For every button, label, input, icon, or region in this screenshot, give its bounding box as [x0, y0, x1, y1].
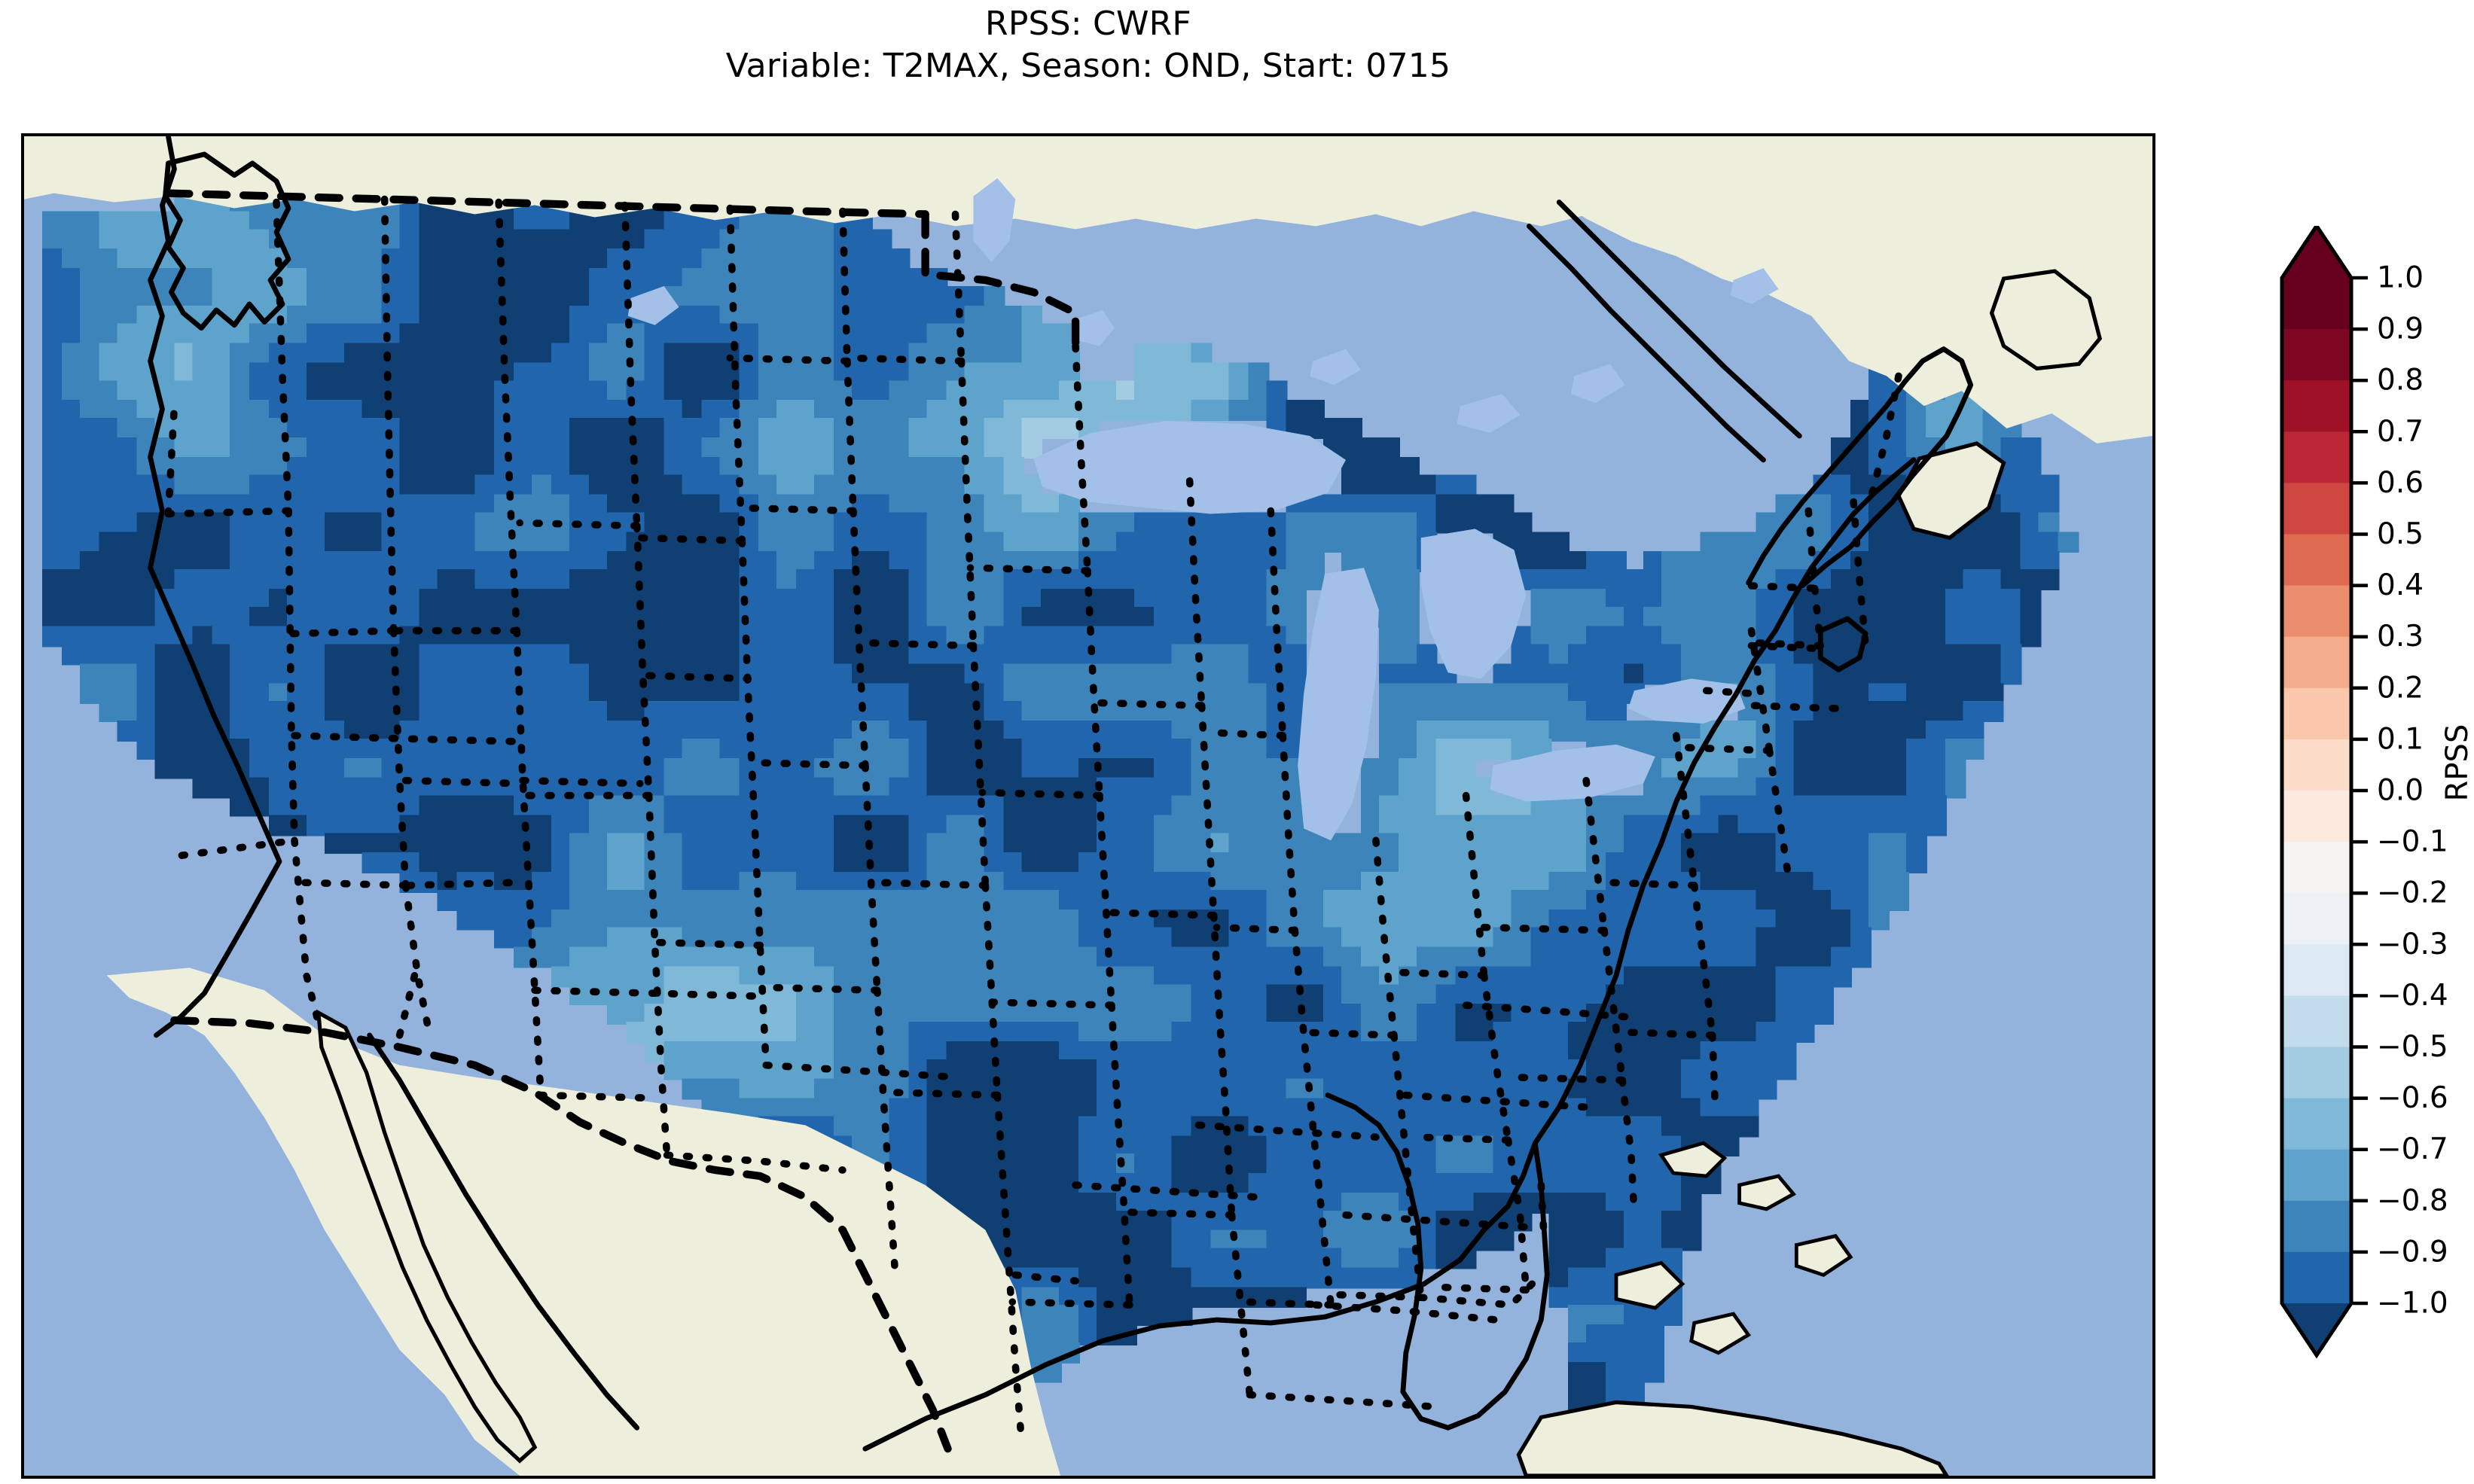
colorbar-tick-label: −0.1 [2377, 825, 2448, 859]
colorbar-extend-bottom [2282, 1303, 2351, 1355]
newfoundland-landmass [1989, 269, 2103, 371]
colorbar-tick-label: −0.5 [2377, 1030, 2448, 1064]
coastlines [148, 136, 1974, 1452]
colorbar-tick-label: 0.8 [2377, 364, 2424, 398]
colorbar-extend-top [2282, 226, 2351, 278]
page-title: RPSS: CWRF Variable: T2MAX, Season: OND,… [21, 3, 2155, 87]
colorbar-tick-label: 0.7 [2377, 415, 2424, 449]
colorbar-band [2282, 483, 2351, 535]
state-borders [164, 195, 1902, 1444]
colorbar-tick-label: 1.0 [2377, 261, 2424, 295]
colorbar-outline [2280, 226, 2354, 1359]
lake-michigan [1298, 568, 1379, 841]
colorbar-tick-label: 0.0 [2377, 774, 2424, 808]
new-england-coastline [1746, 346, 1974, 589]
colorbar-band [2282, 1047, 2351, 1099]
land-polygons [24, 136, 2152, 1476]
lake-superior [1033, 421, 1347, 514]
map-axes[interactable] [21, 133, 2155, 1479]
colorbar-tick-label: 0.2 [2377, 671, 2424, 705]
st-lawrence-north-shore [1556, 200, 1802, 439]
bahamas-islands [1614, 1141, 1853, 1355]
colorbar-band [2282, 329, 2351, 381]
florida-coastline [1325, 1092, 1550, 1431]
atlantic-coastline [1532, 457, 1917, 1146]
lake-erie [1490, 744, 1655, 802]
colorbar-tick-label: 0.6 [2377, 466, 2424, 500]
colorbar-band [2282, 995, 2351, 1048]
colorbar-tick-label: 0.9 [2377, 312, 2424, 346]
colorbar-tick-label: 0.3 [2377, 620, 2424, 654]
colorbar-band [2282, 1098, 2351, 1150]
cuba-landmass [1516, 1400, 1949, 1476]
lake-winnipeg [973, 178, 1016, 263]
us-mexico-border [170, 1016, 952, 1453]
map-geography-layer [24, 136, 2152, 1476]
colorbar-band [2282, 944, 2351, 996]
colorbar-tick-label: −0.4 [2377, 979, 2448, 1013]
colorbar-tick-label: −0.6 [2377, 1081, 2448, 1115]
colorbar-tick-label: 0.1 [2377, 722, 2424, 756]
gulf-california-east [367, 1032, 640, 1431]
colorbar-tick-label: 0.4 [2377, 568, 2424, 602]
st-lawrence-river [1526, 224, 1766, 463]
title-line-primary: RPSS: CWRF [985, 5, 1191, 43]
colorbar-tick-label: −0.2 [2377, 876, 2448, 910]
colorbar-band [2282, 1200, 2351, 1253]
colorbar-band [2282, 636, 2351, 689]
puget-sound-coastline [163, 151, 291, 331]
colorbar-ticks [2351, 276, 2368, 1306]
title-line-secondary: Variable: T2MAX, Season: OND, Start: 071… [725, 47, 1451, 85]
colorbar-svg: 1.0 0.9 0.8 0.7 0.6 0.5 0.4 0.3 0.2 0.1 0.0 −0.1 −0.… [2280, 226, 2448, 1359]
colorbar[interactable]: 1.0 0.9 0.8 0.7 0.6 0.5 0.4 0.3 0.2 0.1 0.0 −0.1 −0.… [2273, 226, 2474, 1370]
lake-of-the-woods [1075, 309, 1115, 346]
colorbar-tick-label: −0.9 [2377, 1235, 2448, 1269]
colorbar-band [2282, 1251, 2351, 1304]
colorbar-tick-label: −0.8 [2377, 1184, 2448, 1217]
canadian-lakes-cluster [627, 268, 1779, 434]
colorbar-axis-label-text: RPSS [2440, 724, 2474, 802]
colorbar-band [2282, 585, 2351, 638]
lake-huron [1420, 529, 1527, 679]
colorbar-band [2282, 1149, 2351, 1202]
baja-california-landmass [316, 1009, 538, 1464]
colorbar-band [2282, 431, 2351, 483]
eastern-canada-landmass [1496, 136, 2152, 443]
us-canada-border-lakes [921, 210, 1080, 350]
colorbar-tick-labels: 1.0 0.9 0.8 0.7 0.6 0.5 0.4 0.3 0.2 0.1 0.0 −0.1 −0.… [2377, 261, 2448, 1321]
pacific-coastline [148, 136, 282, 1038]
gulf-coastline [862, 1140, 1538, 1452]
colorbar-band [2282, 739, 2351, 791]
colorbar-tick-label: 0.5 [2377, 517, 2424, 551]
colorbar-bands [2282, 226, 2351, 1355]
great-lakes [627, 178, 1779, 841]
colorbar-tick-label: −0.7 [2377, 1132, 2448, 1166]
colorbar-band [2282, 893, 2351, 945]
cape-cod-coastline [1817, 616, 1868, 672]
colorbar-band [2282, 687, 2351, 740]
mexico-landmass [106, 967, 1061, 1476]
colorbar-band [2282, 534, 2351, 587]
lake-ontario [1627, 678, 1746, 724]
colorbar-band [2282, 380, 2351, 432]
colorbar-band [2282, 842, 2351, 894]
colorbar-tick-label: −0.3 [2377, 928, 2448, 961]
colorbar-band [2282, 791, 2351, 843]
colorbar-band [2282, 278, 2351, 330]
colorbar-tick-label: −1.0 [2377, 1287, 2448, 1321]
nova-scotia-landmass [1896, 441, 2006, 541]
